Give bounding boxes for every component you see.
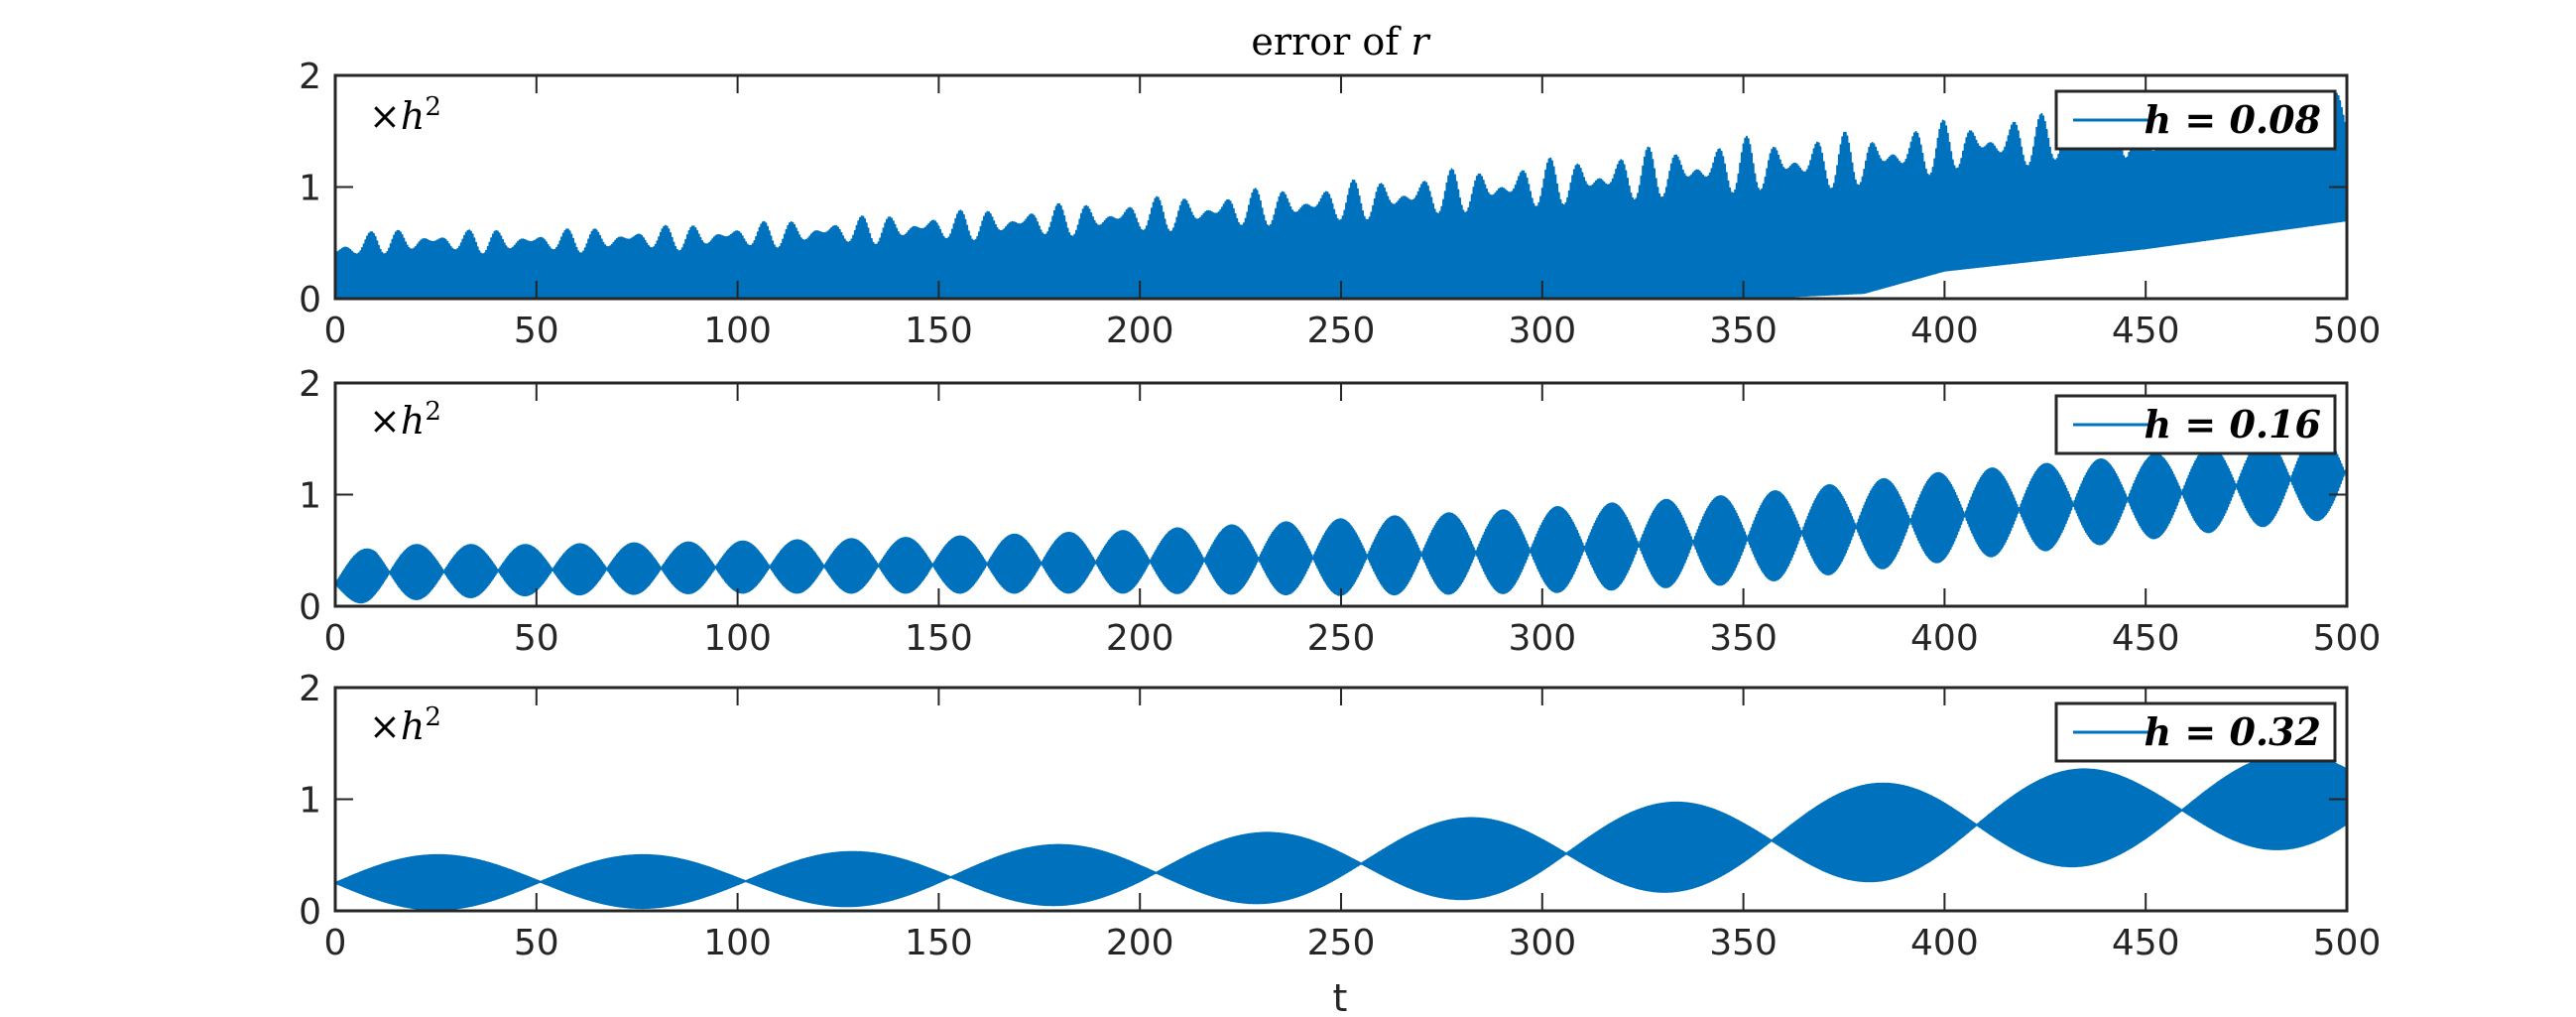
x-tick-label: 250 [1307,923,1376,963]
x-tick-label: 0 [324,923,347,963]
x-tick-label: 50 [514,923,559,963]
scale-note-times: × [369,94,401,138]
subplot-3: 0 50 100 150 200 250 300 350 400 450 500 012 ×h2 h… [299,669,2381,963]
y-tick-label: 1 [299,169,321,209]
x-tick-label: 50 [514,311,559,351]
y-tick-label: 1 [299,781,321,822]
x-tick-label: 350 [1709,311,1778,351]
y-tick-label: 2 [299,364,321,405]
x-tick-label: 200 [1106,618,1174,659]
scale-note-exp: 2 [425,702,441,732]
x-tick-label: 150 [905,923,973,963]
x-tick-label: 500 [2313,923,2382,963]
x-ticks-1: 0 50 100 150 200 250 300 350 400 450 500 [324,75,2382,351]
x-tick-label: 450 [2112,923,2180,963]
scale-note-exp: 2 [425,397,441,427]
x-tick-label: 500 [2313,618,2382,659]
x-tick-label: 100 [703,923,772,963]
svg-text:×h2: ×h2 [369,92,441,138]
x-tick-label: 400 [1910,923,1979,963]
x-tick-label: 200 [1106,923,1174,963]
legend-1: h = 0.08 [2054,89,2337,151]
scale-note-times: × [369,704,401,748]
x-axis-label: t [1333,976,1348,1017]
y-ticks-1: 0 1 2 [299,57,2347,320]
x-tick-label: 450 [2112,618,2180,659]
x-tick-label: 300 [1508,311,1576,351]
x-tick-label: 100 [703,311,772,351]
y-tick-label: 2 [299,57,321,97]
x-tick-label: 150 [905,311,973,351]
subplot-1: 0 50 100 150 200 250 300 350 400 450 500 012 ×h2 h… [299,57,2381,351]
x-tick-label: 0 [324,618,347,659]
scale-note-exp: 2 [425,92,441,122]
plot-area-3 [335,752,2347,911]
legend-label-2: h = 0.16 [2145,402,2321,446]
scale-note-2: ×h2 [369,397,441,443]
y-tick-label: 0 [299,892,321,933]
x-tick-label: 450 [2112,311,2180,351]
x-tick-label: 200 [1106,311,1174,351]
legend-3: h = 0.32 [2054,701,2337,763]
scale-note-times: × [369,399,401,443]
x-tick-label: 350 [1709,618,1778,659]
scale-note-1: ×h2 [369,92,441,138]
scale-note-3: ×h2 [369,702,441,748]
x-tick-label: 300 [1508,618,1576,659]
svg-text:×h2: ×h2 [369,702,441,748]
x-tick-label: 50 [514,618,559,659]
y-tick-label: 0 [299,587,321,628]
x-tick-label: 500 [2313,311,2382,351]
legend-label-3: h = 0.32 [2145,709,2321,754]
scale-note-var: h [401,399,425,443]
x-tick-label: 400 [1910,311,1979,351]
x-tick-label: 400 [1910,618,1979,659]
plot-area-2 [335,431,2347,604]
y-tick-label: 0 [299,280,321,320]
series-line-2 [335,431,2347,604]
plot-area-1 [335,92,2347,299]
x-ticks-2: 0 50 100 150 200 250 300 350 400 450 500 [324,383,2382,659]
chart-title-prefix: error of [1251,20,1411,64]
x-tick-label: 100 [703,618,772,659]
chart-title-variable: r [1411,20,1431,64]
y-tick-label: 1 [299,476,321,517]
series-line-3 [335,752,2347,911]
svg-text:×h2: ×h2 [369,397,441,443]
scale-note-var: h [401,704,425,748]
x-tick-label: 0 [324,311,347,351]
x-tick-label: 300 [1508,923,1576,963]
series-line-1 [335,92,2347,299]
x-ticks-3: 0 50 100 150 200 250 300 350 400 450 500 [324,688,2382,963]
y-tick-label: 2 [299,669,321,709]
legend-label-1: h = 0.08 [2145,97,2321,142]
chart-title: error of r [1251,20,1431,64]
x-tick-label: 250 [1307,618,1376,659]
y-ticks-2: 0 1 2 [299,364,2347,628]
x-tick-label: 350 [1709,923,1778,963]
y-ticks-3: 0 1 2 [299,669,2347,933]
scale-note-var: h [401,94,425,138]
legend-2: h = 0.16 [2054,394,2337,455]
x-tick-label: 250 [1307,311,1376,351]
x-tick-label: 150 [905,618,973,659]
subplot-2: 0 50 100 150 200 250 300 350 400 450 500 012 ×h2 h… [299,364,2381,659]
